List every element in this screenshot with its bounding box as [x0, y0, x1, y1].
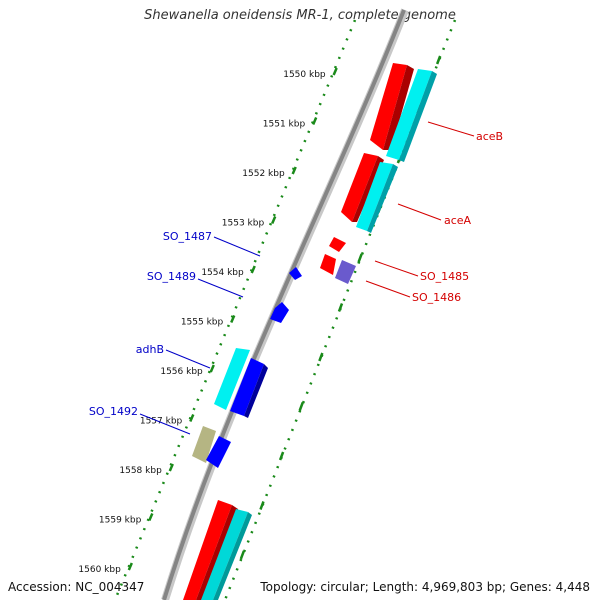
genome-title: Shewanella oneidensis MR-1, complete gen… — [144, 8, 456, 23]
reverse-features — [192, 267, 302, 468]
ruler-tick-outer — [278, 451, 285, 461]
gene-label-so1486[interactable]: SO_1486 — [412, 291, 461, 304]
gene-so1489[interactable] — [270, 302, 289, 323]
ruler-tick-label: 1557 kbp — [140, 417, 183, 427]
gene-label-acea[interactable]: aceA — [444, 214, 472, 227]
gene-arrow-acea-top[interactable] — [370, 63, 407, 150]
gene-so1486-red[interactable] — [320, 254, 336, 275]
ruler-tick — [250, 265, 256, 274]
ruler-tick-label: 1560 kbp — [78, 565, 121, 575]
gene-forward-bottom-red-shade — [196, 505, 238, 600]
ruler-tick — [291, 166, 297, 175]
ruler-tick-outer — [357, 253, 363, 263]
ruler-tick-label: 1553 kbp — [222, 219, 265, 229]
gene-arrow-adhb[interactable] — [230, 358, 264, 416]
gene-so1485[interactable] — [329, 237, 346, 252]
ruler-tick — [189, 414, 195, 422]
gene-so1492[interactable] — [206, 436, 231, 468]
cds-block-bottom-shade — [213, 512, 252, 600]
ruler-tick — [332, 67, 338, 76]
ruler-tick — [230, 315, 236, 323]
topology-summary: Topology: circular; Length: 4,969,803 bp… — [260, 580, 590, 594]
ruler-tick-label: 1559 kbp — [99, 516, 142, 526]
cds-block-bottom[interactable] — [201, 509, 248, 600]
pseudo-gene-so1492[interactable] — [192, 426, 216, 463]
gene-so1487[interactable] — [289, 267, 302, 280]
ruler-tick — [168, 463, 174, 472]
ruler-tick-outer — [318, 352, 324, 362]
ruler-tick-label: 1554 kbp — [201, 268, 244, 278]
gene-so1486-purple[interactable] — [335, 260, 356, 284]
gene-forward-bottom-red[interactable] — [183, 500, 232, 600]
ruler-tick-label: 1558 kbp — [119, 466, 162, 476]
genome-backbone-core — [162, 9, 406, 600]
cds-block-aceb-shade — [399, 71, 437, 162]
cds-block-acea-shade — [367, 164, 398, 233]
ruler-tick-label: 1552 kbp — [242, 169, 285, 179]
gene-label-so1489[interactable]: SO_1489 — [147, 270, 196, 283]
gene-arrow-aceb-shade — [352, 156, 384, 222]
cds-block-acea[interactable] — [356, 162, 393, 231]
accession-text: Accession: NC_004347 — [8, 580, 145, 594]
ruler-tick-outer — [435, 55, 442, 65]
ruler-tick-labels: 1550 kbp 1551 kbp 1552 kbp 1553 kbp 1554 kbp… — [78, 70, 326, 575]
ruler-tick-label: 1551 kbp — [263, 120, 306, 130]
ruler-tick — [148, 513, 154, 521]
ruler-tick-outer — [239, 550, 246, 560]
gene-label-aceb[interactable]: aceB — [476, 130, 503, 143]
gene-label-so1487[interactable]: SO_1487 — [163, 230, 212, 243]
gene-label-adhb[interactable]: adhB — [136, 343, 164, 356]
label-leaders — [139, 121, 475, 435]
cds-block-adhb[interactable] — [214, 348, 250, 410]
ruler-tick-label: 1550 kbp — [283, 70, 326, 80]
ruler-tick — [209, 364, 215, 373]
ruler-tick — [271, 216, 277, 224]
gene-arrow-aceb[interactable] — [341, 153, 378, 222]
ruler-tick-outer — [298, 402, 304, 411]
ruler-tick — [127, 562, 133, 571]
ruler-tick-outer — [259, 501, 265, 510]
gene-label-so1492[interactable]: SO_1492 — [89, 405, 138, 418]
gene-arrow-acea-shade — [383, 65, 414, 150]
gene-label-so1485[interactable]: SO_1485 — [420, 270, 469, 283]
gene-arrow-adhb-shade — [244, 364, 268, 418]
ruler-tick-label: 1555 kbp — [181, 318, 224, 328]
cds-block-aceb[interactable] — [386, 69, 432, 160]
ruler-tick-outer — [337, 303, 344, 312]
ruler-tick — [312, 117, 318, 125]
ruler-tick-label: 1556 kbp — [160, 367, 203, 377]
forward-features — [183, 63, 437, 600]
